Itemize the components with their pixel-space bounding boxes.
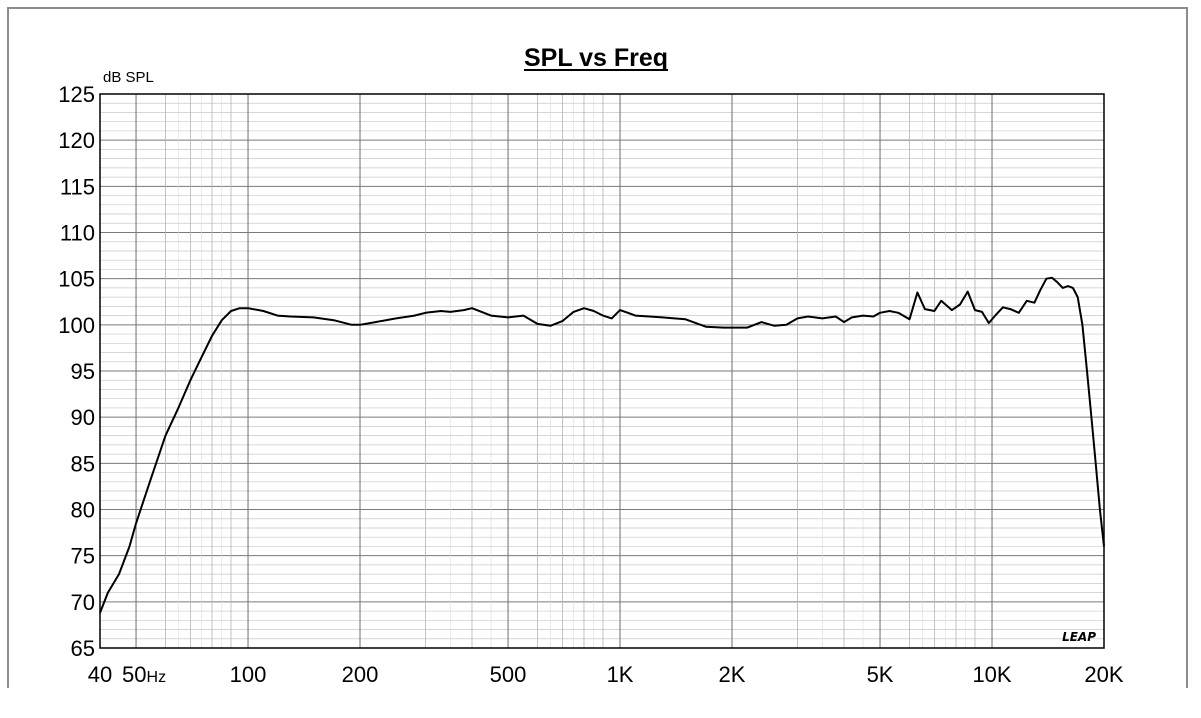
y-tick-label: 110 bbox=[60, 221, 95, 246]
y-tick-label: 90 bbox=[71, 405, 95, 430]
x-tick-label: 500 bbox=[490, 662, 527, 687]
x-tick-label: 100 bbox=[230, 662, 267, 687]
y-tick-label: 80 bbox=[71, 498, 95, 523]
x-tick-labels: 40 50Hz 100 200 500 1K 2K 5K 10K 20K bbox=[88, 662, 1124, 687]
y-tick-label: 85 bbox=[71, 451, 95, 476]
y-tick-label: 120 bbox=[58, 128, 95, 153]
y-tick-label: 70 bbox=[71, 590, 95, 615]
chart-frame bbox=[7, 7, 1188, 690]
bottom-band bbox=[7, 688, 1188, 718]
x-tick-label: 50Hz bbox=[122, 662, 166, 687]
x-tick-label: 5K bbox=[867, 662, 894, 687]
x-unit-suffix: Hz bbox=[147, 669, 167, 686]
x-tick-label: 200 bbox=[342, 662, 379, 687]
response-curve-layer bbox=[99, 276, 1105, 614]
leap-logo-label: LEAP bbox=[1062, 630, 1096, 644]
x-tick-label: 2K bbox=[719, 662, 746, 687]
y-tick-label: 105 bbox=[58, 267, 95, 292]
x-tick-label: 40 bbox=[88, 662, 112, 687]
x-tick-label: 1K bbox=[607, 662, 634, 687]
y-tick-label: 100 bbox=[58, 313, 95, 338]
x-tick-label: 10K bbox=[972, 662, 1011, 687]
x-tick-label: 20K bbox=[1084, 662, 1123, 687]
chart-title: SPL vs Freq bbox=[524, 44, 668, 72]
grid-lines bbox=[100, 94, 1104, 648]
y-tick-label: 95 bbox=[71, 359, 95, 384]
y-tick-label: 75 bbox=[71, 544, 95, 569]
y-tick-label: 115 bbox=[60, 174, 95, 199]
plot-area-border bbox=[99, 93, 1105, 649]
y-tick-label: 125 bbox=[58, 82, 95, 107]
y-tick-label: 65 bbox=[71, 636, 95, 661]
y-tick-labels: 125 120 115 110 105 100 95 90 85 80 75 70 65 bbox=[58, 82, 95, 661]
y-axis-label: dB SPL bbox=[103, 69, 154, 86]
spl-response-line bbox=[99, 276, 1105, 614]
